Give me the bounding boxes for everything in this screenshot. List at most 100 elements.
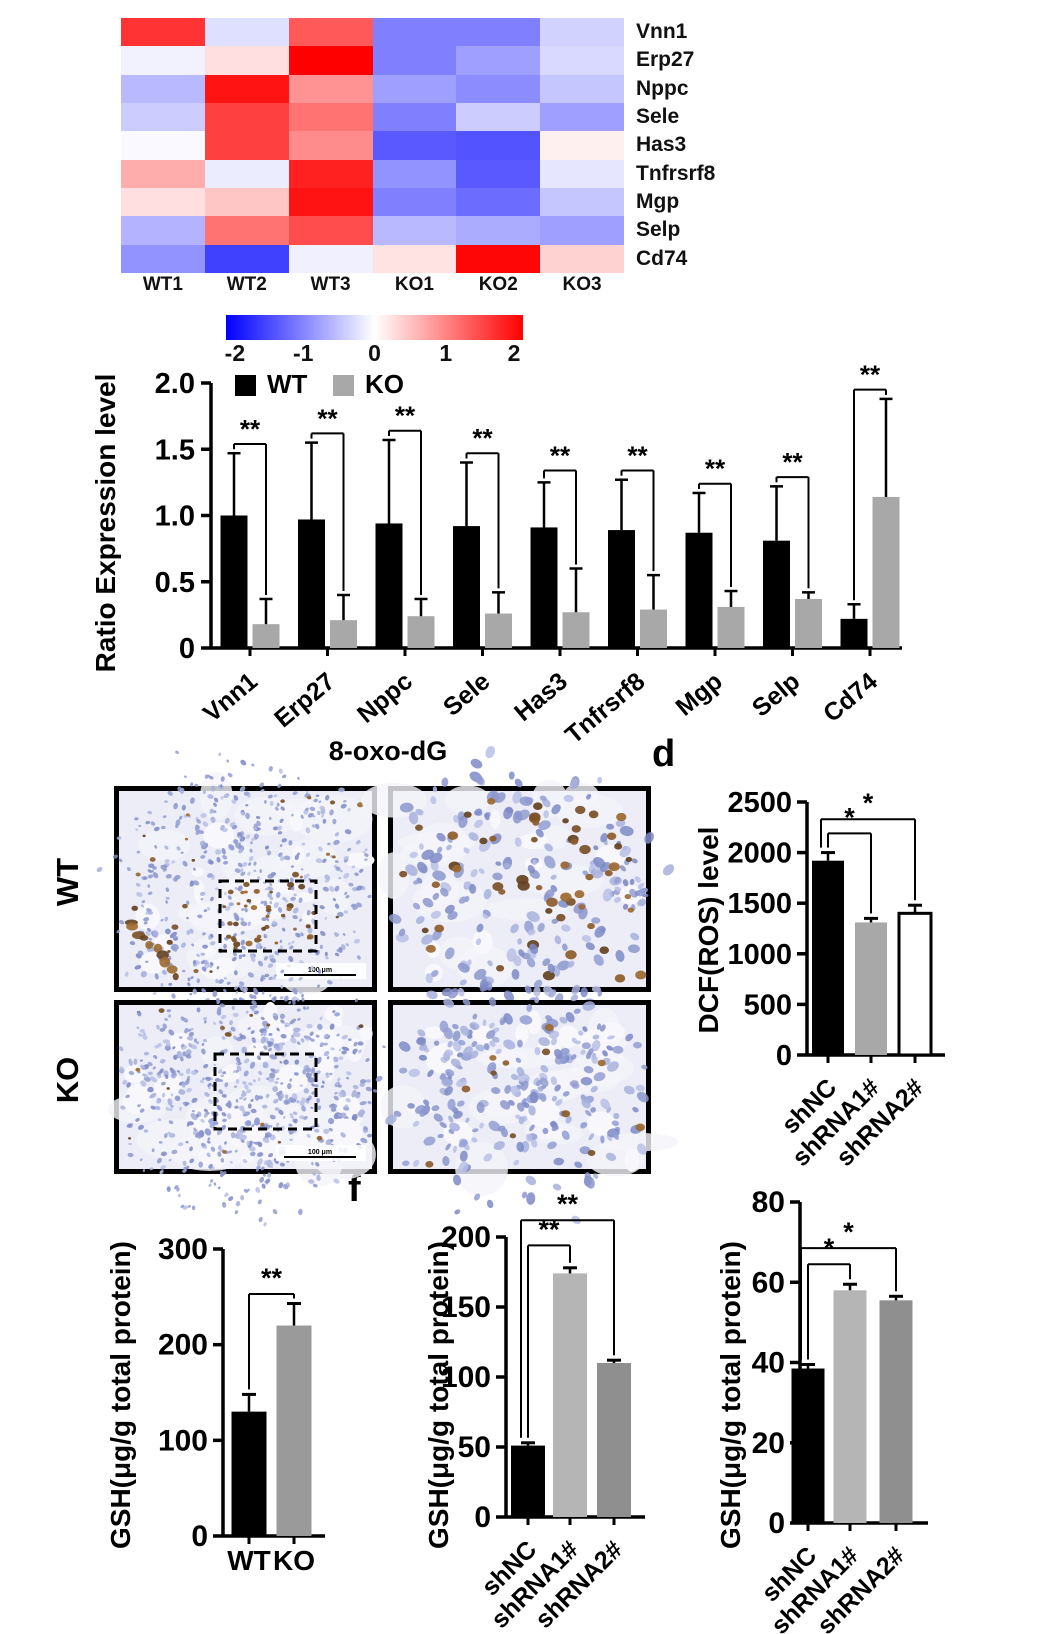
- nucleus: [217, 1069, 223, 1074]
- nucleus: [294, 854, 300, 861]
- nucleus: [557, 960, 570, 971]
- heatmap-cell: [204, 244, 289, 273]
- nucleus: [515, 1057, 522, 1063]
- nucleus: [535, 828, 544, 838]
- nucleus: [291, 1098, 297, 1103]
- nucleus: [191, 1109, 196, 1113]
- nucleus: [235, 1069, 239, 1073]
- nucleus: [565, 1012, 575, 1023]
- crypt-nucleus: [137, 950, 144, 956]
- nucleus: [206, 1152, 211, 1158]
- dab-positive-cell: [158, 1008, 165, 1013]
- bar-shrna2#: [879, 1300, 913, 1523]
- nucleus: [215, 997, 220, 1002]
- nucleus: [421, 934, 434, 945]
- dab-positive-cell: [452, 864, 462, 873]
- nucleus: [631, 858, 638, 864]
- nucleus: [479, 1122, 484, 1129]
- bar-ko: [407, 616, 435, 648]
- nucleus: [312, 814, 316, 818]
- nucleus: [207, 1111, 210, 1115]
- crypt-nucleus: [472, 1128, 479, 1133]
- nucleus: [240, 871, 246, 876]
- dab-positive-cell: [509, 1133, 517, 1139]
- nucleus: [235, 991, 239, 995]
- nucleus: [243, 1070, 249, 1077]
- nucleus: [193, 1127, 197, 1132]
- crypt-nucleus: [140, 971, 147, 978]
- nucleus: [193, 880, 200, 886]
- nucleus: [203, 1063, 209, 1069]
- legend-swatch-wt: [235, 375, 256, 396]
- nucleus: [245, 803, 249, 807]
- nucleus: [263, 900, 268, 907]
- nucleus: [269, 900, 273, 905]
- y-tick-label: 150: [441, 1291, 491, 1324]
- nucleus: [269, 1124, 273, 1128]
- crypt-nucleus: [580, 1049, 586, 1055]
- nucleus: [342, 932, 346, 937]
- nucleus: [201, 1142, 206, 1147]
- nucleus: [186, 900, 190, 905]
- nucleus: [120, 1105, 126, 1110]
- nucleus: [246, 834, 251, 839]
- dab-positive-cell: [222, 905, 227, 909]
- heatmap-sample-label: WT2: [226, 274, 267, 295]
- nucleus: [173, 802, 178, 810]
- nucleus: [234, 1133, 240, 1140]
- nucleus: [252, 994, 257, 1000]
- nucleus: [274, 806, 279, 811]
- nucleus: [629, 888, 638, 898]
- nucleus: [343, 855, 350, 860]
- crypt-nucleus: [269, 1054, 278, 1060]
- heatmap-column-labels: WT1 WT2 WT3 KO1 KO2 KO3: [121, 274, 624, 296]
- nucleus: [517, 1039, 523, 1048]
- nucleus: [518, 1116, 525, 1125]
- nucleus: [319, 805, 326, 811]
- nucleus: [305, 827, 311, 834]
- nucleus: [442, 1155, 450, 1167]
- heatmap-gene-label: Sele: [636, 104, 680, 128]
- nucleus: [165, 896, 170, 900]
- nucleus: [562, 1091, 570, 1097]
- nucleus: [186, 1075, 190, 1080]
- nucleus: [251, 837, 256, 841]
- nucleus: [519, 1015, 533, 1025]
- nucleus: [485, 746, 496, 759]
- nucleus: [283, 1183, 289, 1190]
- nucleus: [468, 832, 479, 841]
- nucleus: [240, 1194, 245, 1201]
- nucleus: [641, 1064, 648, 1070]
- nucleus: [375, 1075, 383, 1082]
- crypt-nucleus: [122, 1079, 128, 1085]
- nucleus: [459, 1150, 468, 1162]
- nucleus: [405, 864, 418, 876]
- nucleus: [245, 1010, 249, 1014]
- nucleus: [415, 808, 424, 816]
- sig-label: **: [261, 1263, 283, 1293]
- nucleus: [158, 1141, 163, 1144]
- nucleus: [625, 1033, 634, 1042]
- nucleus: [207, 873, 213, 878]
- nucleus: [187, 977, 191, 982]
- nucleus: [317, 810, 321, 816]
- nucleus: [186, 1123, 190, 1127]
- crypt-nucleus: [178, 1089, 186, 1095]
- tissue-patch: [555, 794, 623, 828]
- nucleus: [582, 1001, 596, 1011]
- crypt-nucleus: [233, 839, 239, 844]
- heatmap-cell: [204, 131, 289, 160]
- crypt-nucleus: [170, 946, 178, 952]
- nucleus: [463, 1046, 473, 1056]
- nucleus: [321, 814, 325, 818]
- nucleus: [462, 998, 471, 1006]
- gland-lumen: [323, 1055, 335, 1082]
- nucleus: [237, 862, 243, 868]
- dab-positive-cell: [587, 923, 595, 930]
- nucleus: [126, 1123, 132, 1128]
- nucleus: [232, 956, 237, 962]
- nucleus: [167, 790, 173, 796]
- nucleus: [539, 1077, 549, 1087]
- nucleus: [495, 1048, 502, 1055]
- crypt-nucleus: [118, 1068, 125, 1074]
